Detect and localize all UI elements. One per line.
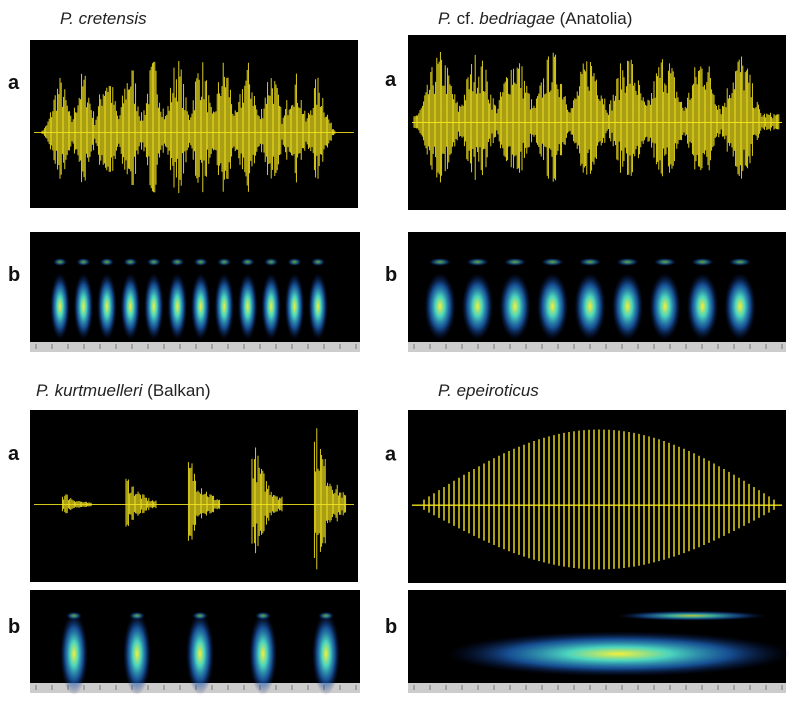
spectral-energy <box>129 612 145 620</box>
time-axis-strip <box>408 683 786 693</box>
time-axis-strip <box>30 342 360 352</box>
title-part: cf. <box>452 9 479 28</box>
spectral-energy <box>194 258 208 266</box>
spectral-energy <box>612 273 644 340</box>
spectral-energy <box>579 258 602 266</box>
spectral-energy <box>123 258 137 266</box>
spectral-energy <box>691 258 714 266</box>
title-part: P. kurtmuelleri <box>36 381 144 400</box>
spectral-energy <box>429 258 452 266</box>
spectral-energy <box>724 273 756 340</box>
title-part: (Anatolia) <box>555 9 632 28</box>
spectral-energy <box>191 273 211 340</box>
spectral-energy <box>616 611 767 621</box>
spectral-energy <box>60 613 88 695</box>
spectral-energy <box>241 258 255 266</box>
time-axis-strip <box>408 342 786 352</box>
panel-label: a <box>385 443 397 465</box>
spectral-energy <box>147 258 161 266</box>
title-part: bedriagae <box>479 9 555 28</box>
spectral-energy <box>285 273 305 340</box>
panel-title: P. epeiroticus <box>438 381 539 400</box>
panel-title: P. cretensis <box>60 9 147 28</box>
spectral-energy <box>238 273 258 340</box>
spectral-energy <box>318 612 334 620</box>
spectral-energy <box>466 258 489 266</box>
panel-label: a <box>8 443 20 465</box>
spectral-energy <box>167 273 187 340</box>
spectral-energy <box>97 273 117 340</box>
spectral-energy <box>537 273 569 340</box>
panel-title: P. kurtmuelleri (Balkan) <box>36 381 210 400</box>
title-part: P. <box>438 9 452 28</box>
spectral-energy <box>649 273 681 340</box>
panel-label: a <box>8 72 20 94</box>
spectral-energy <box>214 273 234 340</box>
spectral-energy <box>308 273 328 340</box>
spectral-energy <box>123 613 151 695</box>
spectral-energy <box>255 612 271 620</box>
spectral-energy <box>574 273 606 340</box>
spectral-energy <box>654 258 677 266</box>
spectral-energy <box>144 273 164 340</box>
panel-label: b <box>8 616 20 638</box>
spectral-energy <box>249 613 277 695</box>
spectral-energy <box>192 612 208 620</box>
panel-label: b <box>385 616 397 638</box>
spectral-energy <box>424 273 456 340</box>
spectral-energy <box>53 258 67 266</box>
spectral-energy <box>311 258 325 266</box>
spectral-energy <box>76 258 90 266</box>
spectral-energy <box>729 258 752 266</box>
panel-label: b <box>385 264 397 286</box>
title-part: (Balkan) <box>142 381 210 400</box>
title-part: P. cretensis <box>60 9 147 28</box>
spectral-energy <box>504 258 527 266</box>
spectral-energy <box>616 258 639 266</box>
spectral-energy <box>100 258 114 266</box>
spectral-energy <box>170 258 184 266</box>
spectral-energy <box>312 613 340 695</box>
spectral-energy <box>462 273 494 340</box>
spectral-energy <box>541 258 564 266</box>
spectral-energy <box>66 612 82 620</box>
figure: P. cretensis a b P. cf. bedriagae (Anatolia… <box>0 0 790 703</box>
spectral-energy <box>50 273 70 340</box>
spectral-energy <box>261 273 281 340</box>
spectral-energy <box>687 273 719 340</box>
spectral-energy <box>447 631 790 676</box>
spectral-energy <box>74 273 94 340</box>
spectral-energy <box>264 258 278 266</box>
title-part: P. epeiroticus <box>438 381 539 400</box>
panel-title: P. cf. bedriagae (Anatolia) <box>438 9 632 28</box>
spectral-energy <box>499 273 531 340</box>
spectral-energy <box>288 258 302 266</box>
panel-label: b <box>8 264 20 286</box>
spectral-energy <box>121 273 141 340</box>
panel-label: a <box>385 69 397 91</box>
spectral-energy <box>217 258 231 266</box>
spectral-energy <box>186 613 214 695</box>
